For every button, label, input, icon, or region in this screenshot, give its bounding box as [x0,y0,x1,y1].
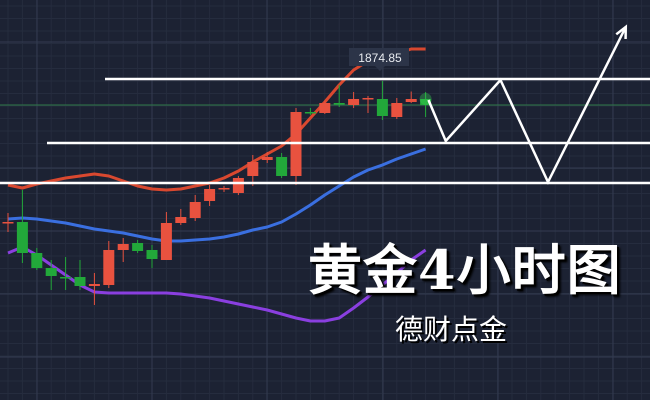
candle-body [348,99,360,105]
candle-body [261,157,273,160]
candle-body [333,103,345,105]
candle-body [376,99,388,116]
candle-body [2,222,14,224]
candle-body [103,250,115,285]
candle-body [420,99,432,105]
candle-body [45,268,57,276]
candle-body [132,243,144,251]
candle-body [276,157,288,176]
candle-body [218,188,230,190]
upper-band-line [7,47,426,192]
candle-body [16,222,28,253]
candle-body [405,99,417,102]
middle-band-line [7,147,427,243]
candle-body [204,189,216,201]
candle-body [160,223,172,260]
candle-body [319,103,331,113]
candle-body [88,284,100,286]
candle-body [391,103,403,117]
price-label-box [349,48,409,71]
candle-body [175,217,187,223]
arrow-head-icon [615,24,628,40]
price-label-text: 1874.85 [358,51,402,65]
candle-body [60,277,72,279]
candle-body [146,250,158,259]
candle-body [189,202,201,218]
chart-subtitle: 德财点金 [395,313,508,346]
candle-body [232,178,244,193]
projection-path [427,26,627,185]
candle-body [362,98,374,100]
candle-body [74,277,86,286]
candle-body [247,162,259,176]
candle-body [31,253,43,268]
candle-body [304,112,316,114]
chart-title: 黄金4小时图 [308,238,622,302]
candle-body [117,244,129,250]
